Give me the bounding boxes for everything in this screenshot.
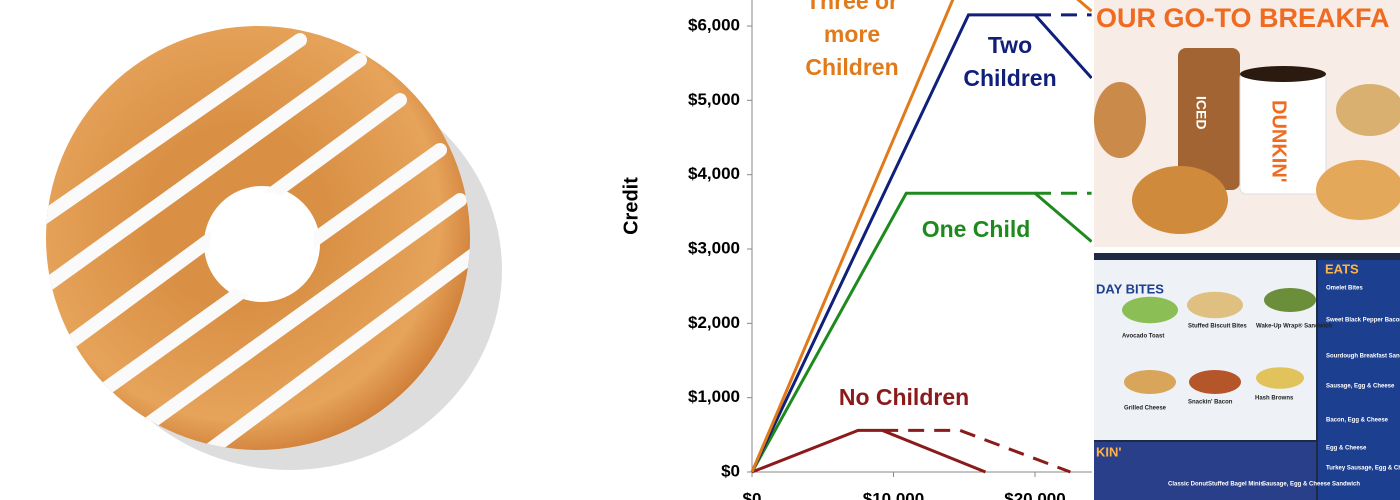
x-tick-label: $20,000 (1004, 489, 1065, 500)
y-tick-label: $6,000 (688, 16, 740, 35)
y-tick-label: $5,000 (688, 90, 740, 109)
food-photo (1189, 370, 1241, 394)
menu-item: Egg & Cheese (1326, 446, 1367, 452)
x-tick-label: $0 (743, 489, 762, 500)
y-axis-label: Credit (620, 177, 642, 235)
menu-item: Snackin' Bacon (1188, 400, 1233, 406)
menu-item: Sourdough Breakfast Sandwich (1326, 354, 1400, 360)
y-tick-label: $4,000 (688, 164, 740, 183)
dashed-line (882, 428, 1071, 474)
food-photo (1122, 296, 1178, 324)
breakfast-ad: OUR GO-TO BREAKFA DUNKIN' ICED (1094, 0, 1400, 500)
food-photo (1264, 288, 1316, 312)
y-tick-label: $1,000 (688, 387, 740, 406)
line (750, 13, 1092, 473)
line-label: more (824, 21, 880, 47)
menu-item: Omelet Bites (1326, 286, 1363, 292)
food-photo (1187, 291, 1243, 319)
menu-board: DAY BITES EATS KIN' Avocado Toast Stuffed Bi… (1096, 261, 1400, 487)
menu-item: Sausage, Egg & Cheese Sandwich (1262, 482, 1360, 488)
donut-image (46, 26, 502, 470)
line-label: Children (805, 54, 898, 80)
menu-item: Turkey Sausage, Egg & Cheese English Muf… (1326, 466, 1400, 472)
menu-section: EATS (1325, 261, 1359, 276)
menu-item: Grilled Cheese (1124, 406, 1167, 412)
line-label: One Child (922, 216, 1031, 242)
menu-item: Sausage, Egg & Cheese (1326, 384, 1395, 390)
cup-iced: ICED (1193, 96, 1209, 129)
chart: Credit $0 $1,000 $2,000 $3,000 $4,000 $5,000 $6… (620, 0, 1092, 500)
menu-section: KIN' (1096, 444, 1121, 459)
food-photo (1256, 367, 1304, 389)
x-tick-label: $10,000 (863, 489, 924, 500)
menu-item: Classic Donut (1168, 482, 1208, 488)
line-label: Two (988, 32, 1032, 58)
line-label: Three or (806, 0, 898, 14)
cup-brand: DUNKIN' (1268, 100, 1290, 183)
menu-item: Avocado Toast (1122, 334, 1164, 340)
banner: OUR GO-TO BREAKFA (1096, 3, 1390, 33)
food-photo (1124, 370, 1176, 394)
y-tick-label: $2,000 (688, 313, 740, 332)
line (750, 0, 1092, 473)
line (751, 428, 987, 474)
menu-item: Wake-Up Wrap® Sandwich (1256, 323, 1332, 330)
menu-section: DAY BITES (1096, 281, 1164, 296)
line-label: Children (963, 65, 1056, 91)
menu-item: Sweet Black Pepper Bacon Sandwich (1326, 318, 1400, 324)
menu-item: Stuffed Biscuit Bites (1188, 324, 1247, 330)
menu-item: Hash Browns (1255, 396, 1294, 402)
y-tick-label: $0 (721, 461, 740, 480)
menu-item: Stuffed Bagel Minis (1208, 482, 1264, 488)
y-tick-label: $3,000 (688, 238, 740, 257)
line-label: No Children (839, 384, 969, 410)
line (750, 191, 1092, 473)
menu-item: Bacon, Egg & Cheese (1326, 418, 1389, 424)
